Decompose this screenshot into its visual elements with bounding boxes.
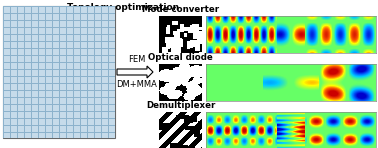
- Text: Si+Air: Si+Air: [40, 104, 79, 114]
- Text: FEM: FEM: [128, 55, 146, 64]
- Text: Topology optimization: Topology optimization: [67, 3, 179, 12]
- FancyArrow shape: [117, 66, 153, 78]
- Text: Demultiplexer: Demultiplexer: [146, 101, 215, 110]
- Text: DM+MMA: DM+MMA: [116, 80, 158, 89]
- Text: Mode converter: Mode converter: [142, 5, 219, 14]
- Bar: [3, 6, 115, 138]
- Text: Digital: Digital: [39, 33, 79, 43]
- Text: Metamaterial: Metamaterial: [17, 51, 101, 61]
- Text: Optical diode: Optical diode: [148, 53, 213, 62]
